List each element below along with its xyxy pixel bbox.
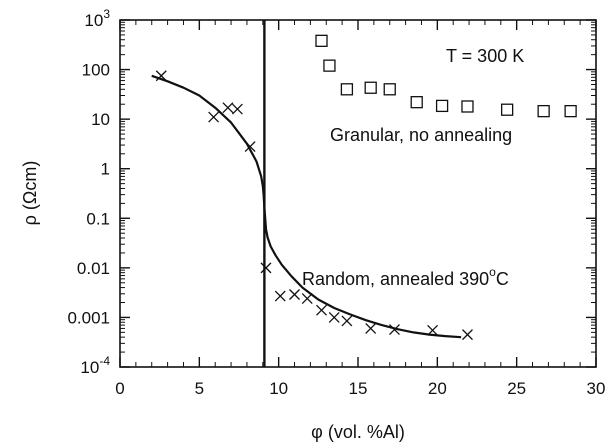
x-tick-label: 20 [428,379,447,398]
cross-stroke [301,293,313,305]
y-tick-label: 100 [82,61,110,80]
y-tick-label: 0.01 [77,259,110,278]
x-tick-label: 25 [507,379,526,398]
data-point-square [500,103,514,116]
annotation-granular: Granular, no annealing [330,125,512,145]
y-tick-label-base: 10 [80,358,99,377]
data-point-cross [462,329,473,341]
annotation-temperature: T = 300 K [446,46,524,66]
annotation-random-prefix: Random, annealed 390 [302,269,489,289]
annotation-random: Random, annealed 390oC [302,265,509,289]
data-point-cross [389,324,400,335]
x-axis-title: φ (vol. %Al) [311,422,405,442]
data-point-cross [222,102,234,114]
markers-layer [155,34,577,341]
cross-stroke [244,141,256,153]
cross-stroke [274,290,286,302]
y-tick-label: 10 [91,110,110,129]
data-point-cross [301,293,313,305]
x-tick-label: 15 [349,379,368,398]
data-point-square [564,104,577,118]
data-point-square [537,104,550,118]
data-point-square [340,83,354,96]
y-axis-title: ρ (Ωcm) [20,161,40,226]
data-point-cross [341,315,353,327]
fit-curve [151,74,462,339]
cross-stroke [316,304,327,316]
cross-stroke [208,111,220,123]
y-tick-label-exp: 3 [103,7,110,21]
x-tick-label: 0 [115,379,124,398]
data-point-cross [274,290,286,302]
data-point-cross [231,103,243,115]
cross-stroke [389,324,400,335]
data-point-cross [328,311,340,323]
cross-stroke [328,311,340,323]
data-point-cross [289,289,300,300]
cross-stroke [222,102,234,114]
data-point-square [323,59,336,72]
x-tick-label: 30 [587,379,606,398]
x-tick-label: 5 [195,379,204,398]
data-point-cross [155,70,167,82]
data-point-cross [427,324,439,336]
data-point-cross [316,304,327,316]
cross-stroke [260,262,272,274]
ticks-layer [119,19,597,368]
data-point-cross [208,111,220,123]
data-point-square [315,34,328,47]
data-point-square [410,96,423,109]
annotation-random-degree: o [489,265,496,279]
x-tick-label: 10 [269,379,288,398]
cross-stroke [155,70,167,82]
cross-stroke [365,322,377,334]
y-tick-label-exp: -4 [99,354,110,368]
y-tick-label: 10-4 [80,354,110,377]
y-tick-label: 103 [84,7,110,30]
data-point-cross [260,262,272,274]
plot-frame [119,19,597,368]
curves-layer [151,20,462,367]
annotation-random-suffix: C [496,269,509,289]
cross-stroke [231,103,243,115]
y-tick-label-base: 10 [84,11,103,30]
cross-stroke [462,329,473,341]
data-point-square [383,83,396,96]
y-tick-label: 1 [101,160,110,179]
cross-stroke [289,289,300,300]
data-point-cross [244,141,256,153]
data-point-cross [365,322,377,334]
data-point-square [364,81,377,94]
cross-stroke [427,324,439,336]
data-point-square [461,100,474,113]
cross-stroke [341,315,353,327]
data-point-square [435,99,449,113]
y-tick-label: 0.1 [86,209,110,228]
y-tick-label: 0.001 [67,308,110,327]
